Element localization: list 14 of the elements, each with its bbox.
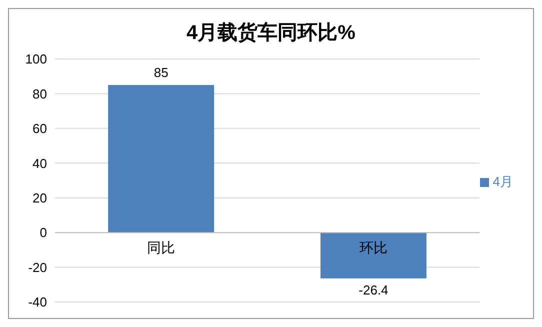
chart-title: 4月载货车同环比% [186,20,356,46]
y-tick-label: 40 [32,156,47,171]
data-label: -26.4 [358,282,388,298]
y-tick-label: -40 [28,294,47,310]
x-tick-label: 同比 [147,240,176,256]
legend-label: 4月 [492,174,513,188]
y-tick-label: 60 [32,121,47,136]
data-label: 85 [154,65,168,80]
y-tick-label: 80 [32,86,47,102]
y-tick-label: 0 [40,225,47,240]
y-tick-label: 20 [32,190,47,206]
y-tick-label: -20 [28,260,47,275]
x-tick-label: 环比 [360,240,388,256]
y-tick-label: 100 [25,52,47,67]
